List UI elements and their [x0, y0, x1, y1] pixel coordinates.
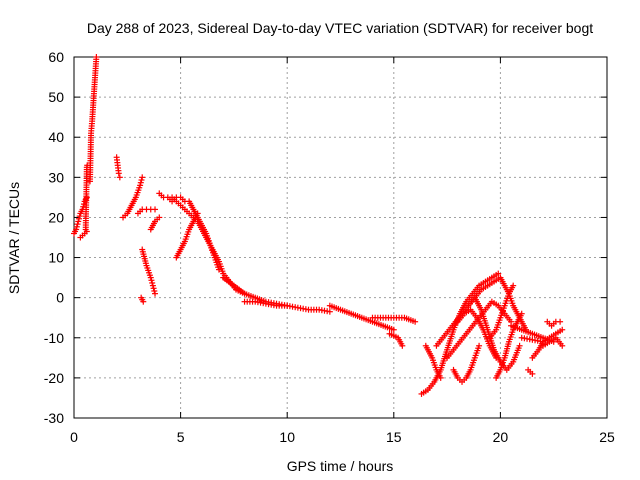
data-point — [152, 290, 159, 297]
series-arc-2 — [77, 228, 90, 241]
series-arc-14 — [186, 198, 222, 273]
series-arc-9 — [138, 294, 147, 305]
x-tick-label: 0 — [70, 429, 78, 445]
series-arc-16 — [241, 298, 333, 315]
grid-lines — [74, 57, 607, 418]
plot-frame — [73, 56, 608, 419]
data-point — [147, 274, 154, 281]
data-point — [137, 179, 144, 186]
data-point — [139, 174, 146, 181]
data-point — [476, 342, 483, 349]
series-arc-7 — [134, 206, 159, 217]
data-point — [140, 298, 147, 305]
series-arc-10 — [147, 214, 163, 233]
series-arc-15 — [220, 274, 291, 309]
data-point — [115, 170, 122, 177]
series-arc-17 — [326, 302, 397, 333]
series-arc-3 — [82, 162, 91, 233]
data-point — [149, 282, 156, 289]
y-tick-label: 10 — [48, 250, 64, 266]
data-point — [138, 177, 145, 184]
data-point — [137, 182, 144, 189]
series-arc-20 — [422, 342, 444, 381]
series-arc-32 — [518, 334, 547, 345]
series-arc-34 — [540, 334, 566, 349]
data-point — [326, 308, 333, 315]
series-arc-6 — [120, 174, 146, 221]
data-point — [74, 221, 81, 228]
y-tick-label: 60 — [48, 49, 64, 65]
data-point — [559, 342, 566, 349]
x-tick-label: 20 — [493, 429, 509, 445]
data-point — [116, 174, 123, 181]
y-tick-label: -30 — [44, 410, 64, 426]
y-tick-label: 30 — [48, 169, 64, 185]
data-point — [148, 277, 155, 284]
data-point — [152, 206, 159, 213]
data-point — [529, 370, 536, 377]
y-tick-label: -10 — [44, 330, 64, 346]
data-point — [156, 214, 163, 221]
data-points — [71, 54, 566, 397]
data-point — [399, 342, 406, 349]
series-arc-24 — [450, 342, 483, 385]
x-tick-label: 25 — [599, 429, 615, 445]
series-arc-5 — [113, 154, 123, 181]
data-point — [516, 342, 523, 349]
y-tick-label: 50 — [48, 89, 64, 105]
series-arc-8 — [139, 246, 159, 297]
data-point — [151, 287, 158, 294]
series-arc-33 — [525, 366, 536, 377]
x-axis-label: GPS time / hours — [287, 458, 394, 474]
y-tick-label: 20 — [48, 209, 64, 225]
series-arc-35 — [544, 318, 564, 329]
data-point — [75, 215, 82, 222]
series-arc-18 — [369, 314, 419, 325]
data-point — [215, 266, 222, 273]
y-tick-label: 0 — [56, 290, 64, 306]
data-point — [390, 326, 397, 333]
data-point — [150, 285, 157, 292]
data-point — [557, 318, 564, 325]
y-axis-label: SDTVAR / TECUs — [6, 182, 22, 294]
y-tick-label: 40 — [48, 129, 64, 145]
series-arc-4 — [86, 54, 100, 185]
axis-ticks: 0 5 10 15 20 25 -30 -20 -10 0 10 20 30 40 50 60 — [44, 49, 615, 445]
data-point — [412, 318, 419, 325]
data-point — [73, 226, 80, 233]
data-point — [73, 223, 80, 230]
x-tick-label: 5 — [177, 429, 185, 445]
y-tick-label: -20 — [44, 370, 64, 386]
data-point — [76, 213, 83, 220]
data-point — [495, 270, 502, 277]
x-tick-label: 15 — [386, 429, 402, 445]
chart-title: Day 288 of 2023, Sidereal Day-to-day VTE… — [87, 20, 593, 36]
series-arc-19 — [386, 330, 406, 349]
data-point — [559, 326, 566, 333]
data-point — [75, 218, 82, 225]
data-point — [510, 282, 517, 289]
data-point — [93, 54, 100, 60]
data-point — [149, 279, 156, 286]
series-arc-29 — [497, 274, 529, 333]
x-tick-label: 10 — [279, 429, 295, 445]
